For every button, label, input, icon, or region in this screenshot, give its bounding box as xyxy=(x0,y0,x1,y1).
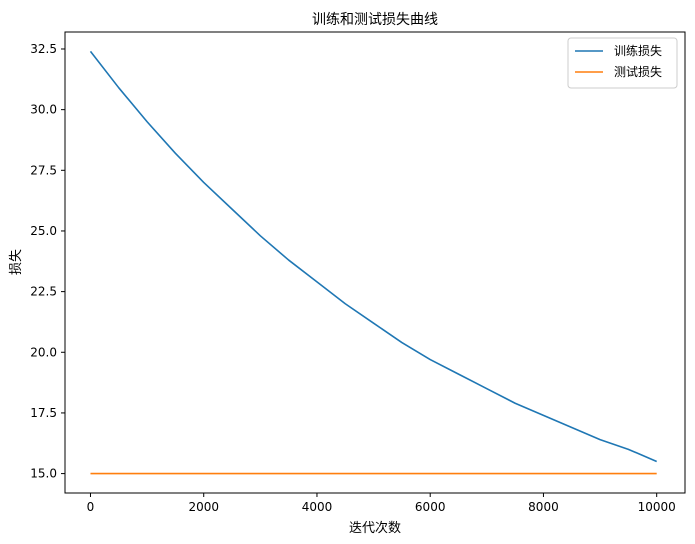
plot-area xyxy=(89,50,658,475)
legend-label: 训练损失 xyxy=(614,43,662,58)
x-tick-label: 10000 xyxy=(638,500,676,514)
y-tick-label: 25.0 xyxy=(30,224,57,238)
y-tick-label: 22.5 xyxy=(30,285,57,299)
y-axis: 15.0 17.5 20.0 22.5 25.0 27.5 30.0 32.5 xyxy=(30,42,65,481)
legend-label: 测试损失 xyxy=(614,64,662,79)
y-tick-label: 30.0 xyxy=(30,103,57,117)
y-tick-label: 20.0 xyxy=(30,345,57,359)
x-axis-label: 迭代次数 xyxy=(349,520,401,536)
x-tick-label: 4000 xyxy=(302,500,333,514)
y-tick-label: 32.5 xyxy=(30,42,57,56)
x-tick-label: 8000 xyxy=(528,500,559,514)
y-tick-label: 17.5 xyxy=(30,406,57,420)
series-line-0 xyxy=(89,50,658,463)
y-axis-label: 损失 xyxy=(9,249,24,275)
x-axis: 0 2000 4000 6000 8000 10000 xyxy=(87,493,676,514)
y-tick-label: 15.0 xyxy=(30,467,57,481)
chart-title: 训练和测试损失曲线 xyxy=(312,12,438,28)
x-tick-label: 0 xyxy=(87,500,95,514)
y-tick-label: 27.5 xyxy=(30,163,57,177)
axes-frame xyxy=(64,31,686,494)
x-tick-label: 6000 xyxy=(415,500,446,514)
x-tick-label: 2000 xyxy=(188,500,219,514)
